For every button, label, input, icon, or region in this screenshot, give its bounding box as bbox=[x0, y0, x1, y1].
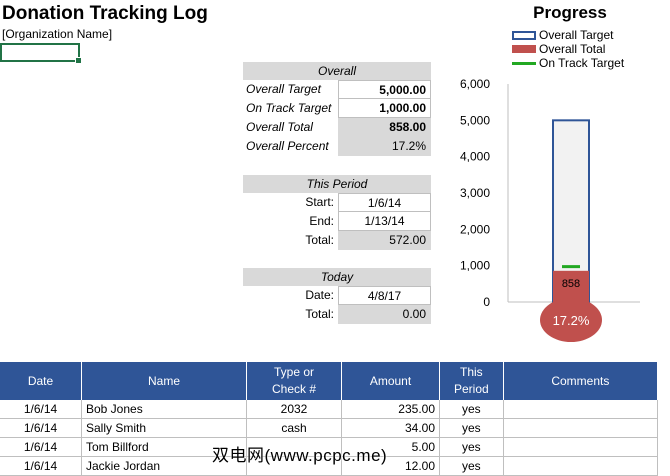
col-this-period[interactable]: This Period bbox=[439, 362, 504, 400]
sheet-title: Donation Tracking Log bbox=[2, 3, 208, 24]
on-track-target-label: On Track Target bbox=[246, 101, 332, 115]
cell-type[interactable]: cash bbox=[246, 418, 342, 438]
today-section: Today Date: 4/8/17 Total: 0.00 bbox=[243, 268, 431, 324]
table-row[interactable]: 1/6/14 Tom Billford 5.00 yes bbox=[0, 437, 659, 457]
progress-chart: 6,000 5,000 4,000 3,000 2,000 1,000 0 858 17.2… bbox=[460, 77, 640, 342]
cell-name[interactable]: Bob Jones bbox=[81, 400, 247, 419]
today-total-value: 0.00 bbox=[338, 305, 431, 324]
period-end-value[interactable]: 1/13/14 bbox=[338, 212, 431, 231]
period-total-value: 572.00 bbox=[338, 231, 431, 250]
today-heading: Today bbox=[243, 268, 431, 286]
today-date-row: Date: 4/8/17 bbox=[243, 286, 431, 305]
cell-comments[interactable] bbox=[503, 400, 659, 419]
col-date[interactable]: Date bbox=[0, 362, 82, 400]
cell-date[interactable]: 1/6/14 bbox=[0, 418, 82, 438]
overall-section: Overall Overall Target 5,000.00 On Track… bbox=[243, 62, 431, 156]
cell-date[interactable]: 1/6/14 bbox=[0, 437, 82, 457]
y-tick-label: 1,000 bbox=[460, 259, 490, 273]
y-tick-label: 3,000 bbox=[460, 186, 490, 200]
table-row[interactable]: 1/6/14 Bob Jones 2032 235.00 yes bbox=[0, 400, 659, 419]
cell-this-period: yes bbox=[439, 418, 504, 438]
selected-cell[interactable] bbox=[0, 43, 82, 64]
on-track-target-row: On Track Target 1,000.00 bbox=[243, 99, 431, 118]
legend-item-total: Overall Total bbox=[512, 42, 605, 56]
percent-bulb-label: 17.2% bbox=[553, 313, 590, 328]
cell-amount[interactable]: 235.00 bbox=[341, 400, 440, 419]
y-tick-label: 4,000 bbox=[460, 150, 490, 164]
cell-date[interactable]: 1/6/14 bbox=[0, 456, 82, 476]
overall-total-data-label: 858 bbox=[562, 278, 580, 290]
organization-name[interactable]: [Organization Name] bbox=[2, 27, 113, 41]
overall-target-value[interactable]: 5,000.00 bbox=[338, 80, 431, 99]
y-tick-label: 2,000 bbox=[460, 222, 490, 236]
y-axis: 6,000 5,000 4,000 3,000 2,000 1,000 0 bbox=[460, 77, 490, 309]
legend-swatch-target bbox=[512, 30, 536, 40]
cell-type[interactable] bbox=[246, 437, 342, 457]
period-start-row: Start: 1/6/14 bbox=[243, 193, 431, 212]
legend-label-track: On Track Target bbox=[539, 56, 625, 70]
overall-total-row: Overall Total 858.00 bbox=[243, 118, 431, 137]
legend-swatch-total bbox=[512, 45, 536, 53]
y-tick-label: 5,000 bbox=[460, 113, 490, 127]
legend-swatch-track bbox=[512, 61, 536, 65]
col-comments[interactable]: Comments bbox=[503, 362, 659, 400]
today-total-label: Total: bbox=[305, 307, 334, 321]
cell-this-period: yes bbox=[439, 400, 504, 419]
watermark-text: 双电网(www.pcpc.me) bbox=[212, 446, 388, 465]
cell-comments[interactable] bbox=[503, 418, 659, 438]
overall-total-label: Overall Total bbox=[246, 120, 313, 134]
period-heading: This Period bbox=[243, 175, 431, 193]
legend-item-target: Overall Target bbox=[512, 28, 613, 42]
today-total-row: Total: 0.00 bbox=[243, 305, 431, 324]
cell-name[interactable]: Tom Billford bbox=[81, 437, 247, 457]
period-start-value[interactable]: 1/6/14 bbox=[338, 193, 431, 212]
cell-name[interactable]: Sally Smith bbox=[81, 418, 247, 438]
cell-amount[interactable]: 5.00 bbox=[341, 437, 440, 457]
thermometer-bulb bbox=[540, 298, 602, 342]
table-header-row: Date Name Type or Check # Amount This Pe… bbox=[0, 362, 659, 400]
cell-this-period: yes bbox=[439, 456, 504, 476]
overall-target-label: Overall Target bbox=[246, 82, 321, 96]
overall-percent-label: Overall Percent bbox=[246, 139, 329, 153]
col-amount[interactable]: Amount bbox=[341, 362, 440, 400]
overall-percent-value: 17.2% bbox=[338, 137, 431, 156]
period-total-row: Total: 572.00 bbox=[243, 231, 431, 250]
overall-percent-row: Overall Percent 17.2% bbox=[243, 137, 431, 156]
chart-title: Progress bbox=[533, 3, 607, 22]
cell-amount[interactable]: 34.00 bbox=[341, 418, 440, 438]
cell-date[interactable]: 1/6/14 bbox=[0, 400, 82, 419]
period-end-label: End: bbox=[309, 214, 334, 228]
overall-heading: Overall bbox=[243, 62, 431, 80]
y-tick-label: 0 bbox=[483, 295, 490, 309]
today-date-value[interactable]: 4/8/17 bbox=[338, 286, 431, 305]
on-track-target-value[interactable]: 1,000.00 bbox=[338, 99, 431, 118]
today-date-label: Date: bbox=[305, 288, 334, 302]
overall-total-value: 858.00 bbox=[338, 118, 431, 137]
y-tick-label: 6,000 bbox=[460, 77, 490, 91]
period-total-label: Total: bbox=[305, 233, 334, 247]
cell-comments[interactable] bbox=[503, 456, 659, 476]
cell-this-period: yes bbox=[439, 437, 504, 457]
cell-type[interactable]: 2032 bbox=[246, 400, 342, 419]
period-start-label: Start: bbox=[305, 195, 334, 209]
period-end-row: End: 1/13/14 bbox=[243, 212, 431, 231]
legend-label-target: Overall Target bbox=[539, 28, 614, 42]
col-name[interactable]: Name bbox=[81, 362, 247, 400]
cell-comments[interactable] bbox=[503, 437, 659, 457]
table-row[interactable]: 1/6/14 Sally Smith cash 34.00 yes bbox=[0, 418, 659, 438]
col-type[interactable]: Type or Check # bbox=[246, 362, 342, 400]
overall-target-row: Overall Target 5,000.00 bbox=[243, 80, 431, 99]
legend-label-total: Overall Total bbox=[539, 42, 606, 56]
period-section: This Period Start: 1/6/14 End: 1/13/14 T… bbox=[243, 175, 431, 250]
legend-item-track: On Track Target bbox=[512, 56, 624, 70]
donation-log-table: Date Name Type or Check # Amount This Pe… bbox=[0, 362, 659, 476]
